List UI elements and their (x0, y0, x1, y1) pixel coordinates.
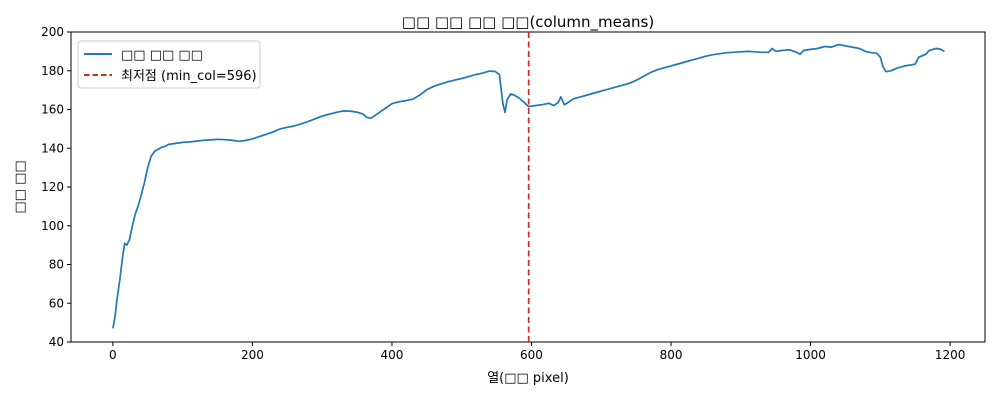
y-axis: 40 60 80 100 120 140 160 180 200 (41, 25, 71, 349)
series-layer (112, 43, 945, 329)
legend-label-min-line: 최저점 (min_col=596) (121, 69, 257, 84)
y-tick-label: 160 (41, 103, 64, 117)
legend-box (77, 40, 261, 89)
x-tick-label: 400 (380, 348, 403, 362)
y-tick-label: 100 (41, 219, 64, 233)
y-tick-label: 60 (49, 296, 64, 310)
y-tick-label: 180 (41, 64, 64, 78)
chart-title: □□ □□ □□ □□(column_means) (402, 13, 654, 32)
x-tick-label: 800 (660, 348, 683, 362)
y-axis-label: □□ □□ (13, 160, 28, 213)
x-axis: 0 200 400 600 800 1000 1200 (109, 342, 965, 362)
x-tick-label: 1200 (935, 348, 966, 362)
y-tick-label: 200 (41, 25, 64, 39)
x-tick-label: 1000 (795, 348, 826, 362)
y-tick-label: 40 (49, 335, 64, 349)
x-tick-label: 600 (520, 348, 543, 362)
series-line-0 (112, 43, 945, 329)
legend-label-series: □□ □□ □□ (121, 48, 203, 63)
legend: □□ □□ □□ 최저점 (min_col=596) (77, 40, 261, 89)
y-tick-label: 80 (49, 258, 64, 272)
x-axis-label: 열(□□ pixel) (487, 371, 569, 386)
x-tick-label: 200 (241, 348, 264, 362)
y-tick-label: 120 (41, 180, 64, 194)
y-tick-label: 140 (41, 141, 64, 155)
x-tick-label: 0 (109, 348, 117, 362)
